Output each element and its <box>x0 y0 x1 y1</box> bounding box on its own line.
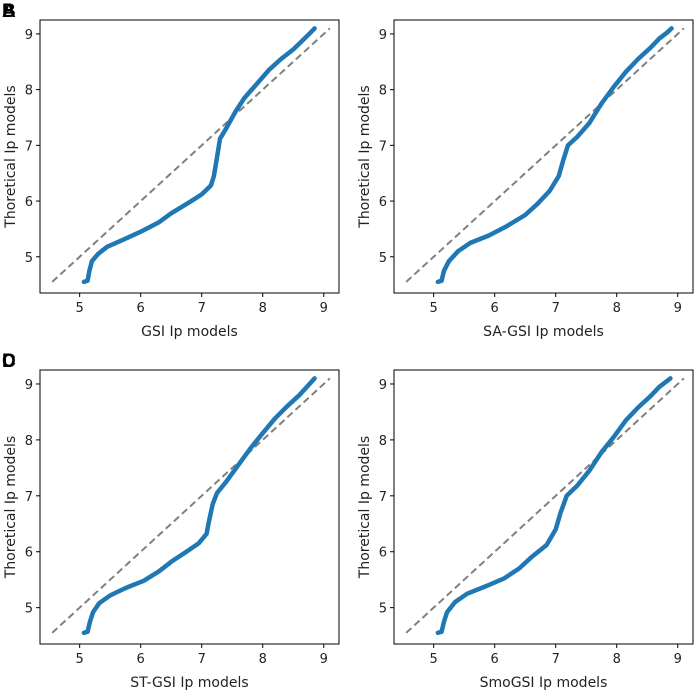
panel-c-series-quantiles <box>81 376 317 636</box>
panel-d-x-tick-label: 8 <box>613 652 621 667</box>
panel-b-y-tick-label: 6 <box>379 195 387 210</box>
panel-a: A 5 6 7 8 9 5 6 7 8 9 GSI Ip models Thoretical Ip mo… <box>2 1 340 340</box>
panel-c-y-tick-label: 7 <box>25 490 33 505</box>
panel-b-y-tick-label: 5 <box>379 251 387 266</box>
panel-c-x-tick-label: 9 <box>320 652 328 667</box>
panel-d-reference-line <box>405 377 685 634</box>
panel-d-axes-frame <box>393 369 694 645</box>
panel-a-x-axis-label: GSI Ip models <box>141 324 238 340</box>
panel-b-x-tick-label: 6 <box>491 301 499 316</box>
panel-b-y-axis-label: Thoretical Ip models <box>357 85 373 228</box>
panel-a-axes-frame <box>39 19 340 294</box>
panel-b-y-tick-label: 7 <box>379 139 387 154</box>
panel-c-y-tick-label: 6 <box>25 546 33 561</box>
panel-c: C 5 6 7 8 9 5 6 7 8 9 ST-GSI Ip models Thoretical Ip… <box>2 351 340 691</box>
panel-d: D 5 6 7 8 9 5 6 7 8 9 SmoGSI Ip models Thoretical Ip… <box>2 351 694 691</box>
panel-c-axes-frame <box>39 369 340 645</box>
panel-d-series-quantiles <box>435 376 673 636</box>
panel-c-y-tick-label: 8 <box>25 434 33 449</box>
panel-b-x-tick-label: 9 <box>674 301 682 316</box>
panel-a-letter: A <box>2 1 16 22</box>
panel-d-y-tick-label: 7 <box>379 490 387 505</box>
panel-c-x-tick-label: 8 <box>259 652 267 667</box>
panel-d-y-axis-label: Thoretical Ip models <box>357 436 373 579</box>
panel-a-x-tick-label: 8 <box>259 301 267 316</box>
panel-d-x-tick-label: 9 <box>674 652 682 667</box>
panel-a-y-tick-label: 7 <box>25 139 33 154</box>
panel-d-y-tick-label: 8 <box>379 434 387 449</box>
panel-a-series-quantiles <box>81 26 317 285</box>
panel-b-x-tick-label: 5 <box>430 301 438 316</box>
panel-a-y-tick-label: 8 <box>25 84 33 99</box>
panel-a-x-tick-label: 5 <box>76 301 84 316</box>
panel-b: B 5 6 7 8 9 5 6 7 8 9 SA-GSI Ip models Thoretical Ip… <box>2 1 694 340</box>
panel-c-x-tick-label: 6 <box>137 652 145 667</box>
panel-d-x-axis-label: SmoGSI Ip models <box>480 675 608 691</box>
panel-c-x-tick-label: 5 <box>76 652 84 667</box>
panel-b-y-tick-label: 8 <box>379 84 387 99</box>
panel-b-x-axis-label: SA-GSI Ip models <box>483 324 604 340</box>
panel-b-x-tick-label: 7 <box>552 301 560 316</box>
panel-d-x-tick-label: 7 <box>552 652 560 667</box>
panel-d-y-tick-label: 9 <box>379 378 387 393</box>
panel-c-x-axis-label: ST-GSI Ip models <box>130 675 248 691</box>
panel-a-y-tick-label: 5 <box>25 251 33 266</box>
panel-a-reference-line <box>51 27 331 283</box>
panel-b-letter: B <box>2 1 16 22</box>
panel-d-y-tick-label: 6 <box>379 546 387 561</box>
panel-a-y-tick-label: 6 <box>25 195 33 210</box>
panel-b-axes-frame <box>393 19 694 294</box>
panel-c-y-axis-label: Thoretical Ip models <box>3 436 19 579</box>
panel-d-letter: D <box>2 351 16 372</box>
panel-c-y-tick-label: 5 <box>25 602 33 617</box>
panel-c-x-tick-label: 7 <box>198 652 206 667</box>
panel-d-y-tick-label: 5 <box>379 602 387 617</box>
panel-b-reference-line <box>405 27 685 283</box>
panel-b-x-tick-label: 8 <box>613 301 621 316</box>
panel-a-y-tick-label: 9 <box>25 28 33 43</box>
panel-b-y-tick-label: 9 <box>379 28 387 43</box>
panel-a-x-tick-label: 6 <box>137 301 145 316</box>
panel-c-letter: C <box>2 351 16 372</box>
panel-a-y-axis-label: Thoretical Ip models <box>3 85 19 228</box>
panel-a-x-tick-label: 9 <box>320 301 328 316</box>
panel-d-x-tick-label: 6 <box>491 652 499 667</box>
panel-b-series-quantiles <box>435 26 674 285</box>
panel-c-reference-line <box>51 377 331 634</box>
panel-d-x-tick-label: 5 <box>430 652 438 667</box>
panel-a-x-tick-label: 7 <box>198 301 206 316</box>
panel-c-y-tick-label: 9 <box>25 378 33 393</box>
